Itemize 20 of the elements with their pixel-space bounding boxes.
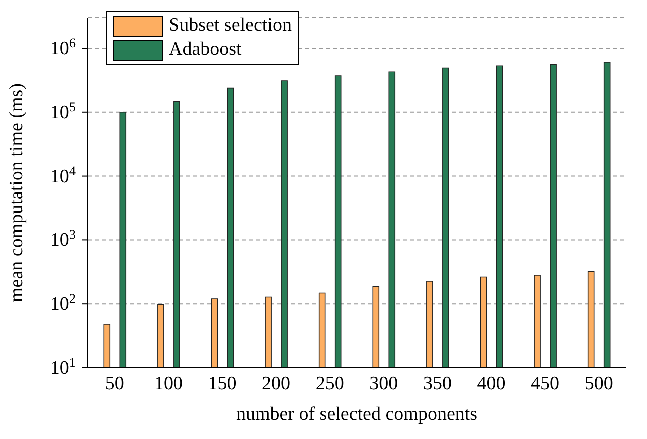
x-tick-label: 450 bbox=[531, 373, 560, 394]
x-tick-label: 200 bbox=[262, 373, 291, 394]
x-tick-label: 150 bbox=[208, 373, 237, 394]
y-tick-label: 10$^{6}$ bbox=[50, 34, 76, 60]
x-tick-label: 250 bbox=[316, 373, 344, 394]
x-tick-label: 300 bbox=[370, 373, 398, 394]
x-axis-title: number of selected components bbox=[236, 404, 478, 425]
y-tick-label: 10$^{1}$ bbox=[50, 354, 76, 379]
legend-label: Subset selection bbox=[169, 15, 292, 37]
x-tick-label: 400 bbox=[477, 373, 506, 394]
x-tick-label: 50 bbox=[105, 373, 124, 394]
x-tick-label: 350 bbox=[423, 373, 452, 394]
x-tick-label: 500 bbox=[584, 373, 614, 394]
x-tick-label: 100 bbox=[154, 373, 183, 394]
y-tick-label: 10$^{3}$ bbox=[50, 226, 76, 252]
legend-label: Adaboost bbox=[169, 39, 242, 61]
y-tick-label: 10$^{5}$ bbox=[50, 98, 76, 124]
y-axis-title: mean computation time (ms) bbox=[6, 84, 28, 302]
y-tick-label: 10$^{2}$ bbox=[50, 290, 76, 316]
y-tick-label: 10$^{4}$ bbox=[50, 162, 76, 188]
